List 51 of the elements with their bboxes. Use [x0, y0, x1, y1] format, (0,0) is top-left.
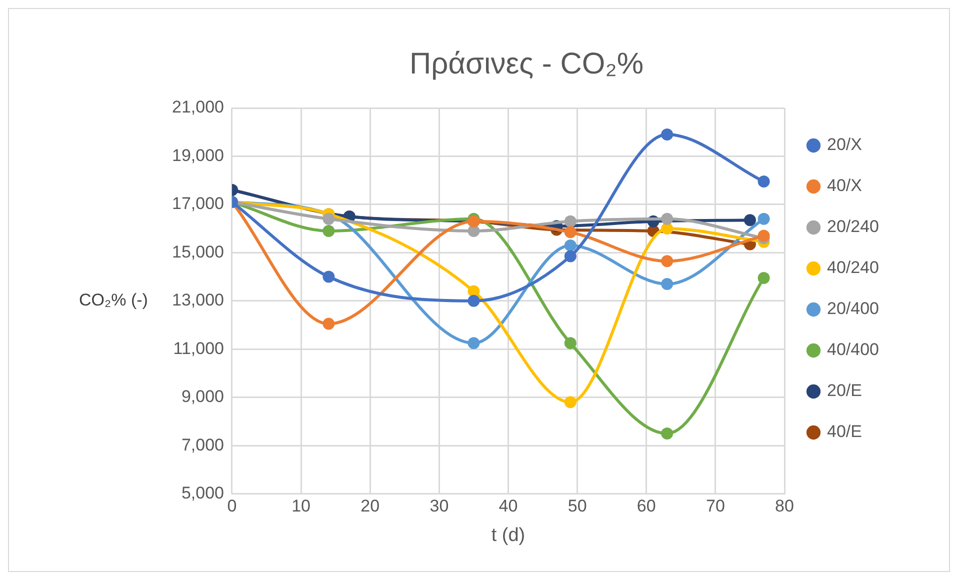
legend-label: 20/X	[827, 135, 862, 154]
y-tick-label: 15,000	[172, 242, 224, 262]
y-tick-label: 13,000	[172, 290, 224, 310]
point	[661, 255, 674, 268]
y-tick-label: 19,000	[172, 146, 224, 165]
point	[564, 239, 576, 252]
point	[661, 212, 674, 225]
point	[758, 212, 770, 225]
point	[322, 212, 335, 225]
point	[661, 128, 674, 141]
y-tick-label: 11,000	[173, 338, 224, 358]
point	[661, 428, 674, 440]
x-axis-title: t (d)	[491, 524, 526, 546]
x-tick-label: 80	[775, 496, 794, 516]
point	[468, 294, 480, 307]
y-tick-label: 7,000	[181, 435, 224, 454]
point	[744, 214, 756, 226]
x-tick-label: 40	[498, 496, 518, 516]
point	[564, 337, 576, 350]
chart-title: Πράσινες - CO₂%	[409, 47, 644, 80]
legend-label: 20/400	[827, 299, 880, 318]
y-tick-label: 5,000	[181, 483, 224, 502]
legend-label: 20/240	[827, 217, 880, 236]
x-tick-label: 10	[292, 496, 311, 516]
x-tick-label: 30	[430, 496, 449, 516]
point	[564, 396, 576, 408]
legend-label: 20/E	[827, 381, 862, 400]
point	[564, 226, 576, 238]
point	[322, 318, 335, 330]
x-tick-label: 60	[636, 496, 656, 516]
point	[564, 250, 576, 262]
legend-label: 40/E	[827, 422, 862, 442]
legend-label: 40/X	[827, 176, 862, 196]
point	[758, 230, 770, 242]
legend-label: 40/400	[827, 340, 880, 360]
point	[758, 176, 770, 188]
point	[758, 272, 770, 284]
y-tick-label: 21,000	[172, 98, 224, 117]
point	[661, 278, 674, 290]
y-tick-label: 17,000	[172, 194, 224, 214]
point	[564, 215, 576, 228]
point	[468, 337, 480, 350]
legend-label: 40/240	[827, 258, 880, 278]
x-tick-label: 0	[227, 496, 237, 516]
x-tick-label: 50	[568, 496, 587, 516]
x-tick-label: 70	[706, 496, 725, 516]
y-tick-label: 9,000	[181, 387, 224, 406]
point	[322, 270, 335, 283]
y-axis-title: CO₂% (-)	[79, 290, 148, 310]
point	[322, 224, 335, 237]
x-tick-label: 20	[360, 496, 380, 516]
